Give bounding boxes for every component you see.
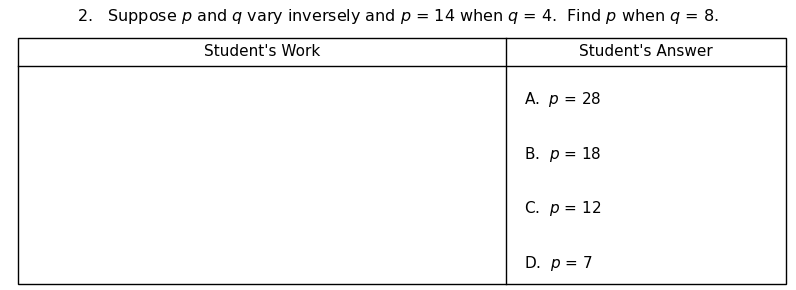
Text: Student's Answer: Student's Answer xyxy=(579,44,712,59)
Text: A.  $p$ = 28: A. $p$ = 28 xyxy=(524,90,601,109)
Text: 2.   Suppose $p$ and $q$ vary inversely and $p$ = 14 when $q$ = 4.  Find $p$ whe: 2. Suppose $p$ and $q$ vary inversely an… xyxy=(77,8,719,26)
Bar xyxy=(18,38,786,284)
Text: C.  $p$ = 12: C. $p$ = 12 xyxy=(524,199,601,218)
Text: D.  $p$ = 7: D. $p$ = 7 xyxy=(524,254,592,273)
Text: Student's Work: Student's Work xyxy=(204,44,320,59)
Text: B.  $p$ = 18: B. $p$ = 18 xyxy=(524,145,601,164)
